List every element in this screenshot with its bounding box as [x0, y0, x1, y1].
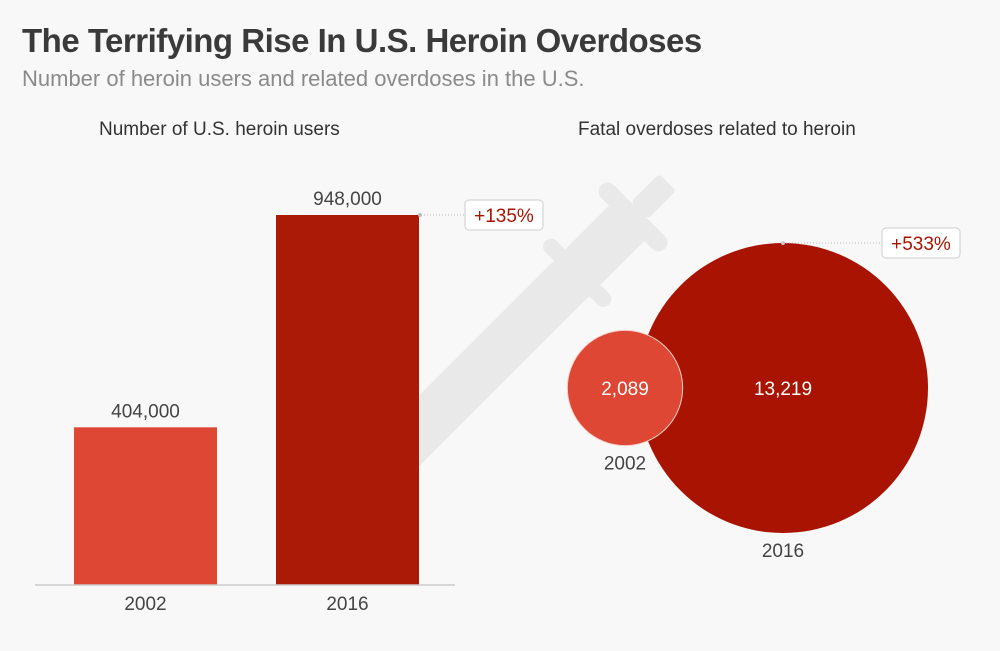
bubble-2002 — [566, 329, 684, 447]
bubble-value-label: 2,089 — [601, 379, 649, 400]
bar-change-badge: +135% — [474, 206, 534, 227]
bubble-category-label: 2002 — [604, 454, 646, 475]
bar-chart-title: Number of U.S. heroin users — [99, 119, 340, 140]
bubble-change-badge-box — [881, 227, 961, 259]
bar-value-label: 948,000 — [313, 189, 382, 210]
bubble-category-label: 2016 — [762, 541, 804, 562]
page-subtitle: Number of heroin users and related overd… — [22, 66, 585, 91]
bar-change-badge-box — [464, 199, 544, 231]
bar-2016 — [276, 215, 419, 585]
page-title: The Terrifying Rise In U.S. Heroin Overd… — [22, 22, 702, 59]
bubble-2016 — [638, 243, 928, 533]
bubble-chart-title: Fatal overdoses related to heroin — [578, 119, 856, 140]
bar-value-label: 404,000 — [111, 401, 180, 422]
change-leader-dot — [418, 213, 422, 217]
bar-2002 — [74, 427, 217, 585]
bubble-change-badge: +533% — [891, 234, 951, 255]
bar-category-label: 2002 — [124, 594, 166, 615]
bar-category-label: 2016 — [326, 594, 368, 615]
bubble-value-label: 13,219 — [754, 379, 812, 400]
change-leader-dot — [781, 241, 785, 245]
